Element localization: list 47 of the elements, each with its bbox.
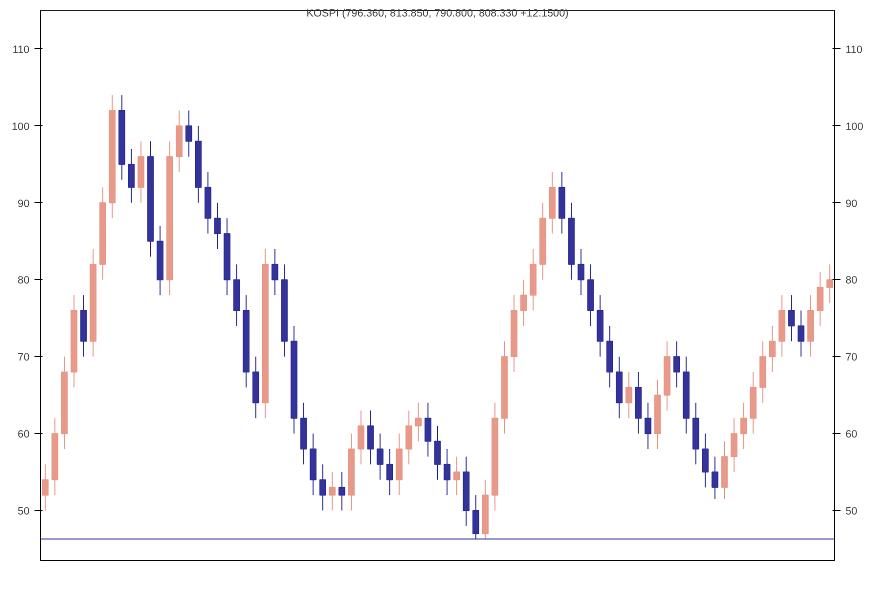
candlestick bbox=[434, 425, 441, 480]
candlestick bbox=[328, 472, 336, 511]
y-tick-label: 90 bbox=[18, 198, 30, 210]
candlestick bbox=[702, 433, 709, 488]
candlestick bbox=[405, 410, 412, 465]
candlestick bbox=[673, 340, 680, 388]
y2-tick-label: 110 bbox=[846, 44, 863, 56]
candlestick bbox=[578, 248, 584, 296]
candlestick bbox=[376, 433, 384, 480]
candlestick bbox=[358, 410, 364, 465]
candlestick bbox=[712, 456, 718, 500]
y2-tick-label: 60 bbox=[846, 428, 858, 441]
candlestick bbox=[386, 448, 394, 496]
y2-tick-label: 90 bbox=[846, 198, 858, 210]
candlestick bbox=[128, 148, 135, 204]
y-tick-label: 50 bbox=[18, 506, 30, 518]
y2-tick-label: 80 bbox=[846, 274, 858, 287]
y2-tick-label: 50 bbox=[846, 506, 858, 518]
y-tick-label: 100 bbox=[12, 120, 30, 133]
candlestick bbox=[415, 402, 422, 442]
chart-title: KOSPI (796.360, 813.850, 790.800, 808.330 +12.1500) bbox=[306, 8, 569, 20]
candlestick bbox=[788, 294, 795, 342]
candlestick bbox=[214, 202, 221, 250]
candlestick bbox=[338, 472, 346, 511]
candlestick bbox=[768, 325, 776, 373]
y-tick-label: 110 bbox=[12, 44, 30, 56]
y-tick-label: 70 bbox=[18, 352, 30, 364]
y-tick-label: 80 bbox=[18, 274, 30, 287]
candlestick bbox=[740, 402, 747, 450]
candlestick bbox=[798, 310, 804, 358]
candlestick bbox=[367, 410, 374, 465]
candlestick bbox=[816, 272, 824, 326]
candlestick bbox=[520, 279, 527, 326]
candlestick bbox=[444, 448, 450, 496]
candlestick bbox=[319, 464, 326, 511]
candlestick bbox=[42, 464, 49, 511]
candlestick bbox=[826, 264, 834, 304]
candlestick bbox=[625, 372, 632, 419]
candlestick bbox=[272, 248, 278, 296]
y2-tick-label: 70 bbox=[846, 352, 858, 364]
y-tick-label: 60 bbox=[18, 428, 30, 441]
y2-tick-label: 100 bbox=[846, 120, 864, 133]
candlestick bbox=[730, 418, 738, 473]
candlestick bbox=[644, 402, 652, 450]
candlestick bbox=[453, 456, 460, 496]
candlestick bbox=[185, 110, 192, 158]
candlestick bbox=[424, 402, 432, 458]
